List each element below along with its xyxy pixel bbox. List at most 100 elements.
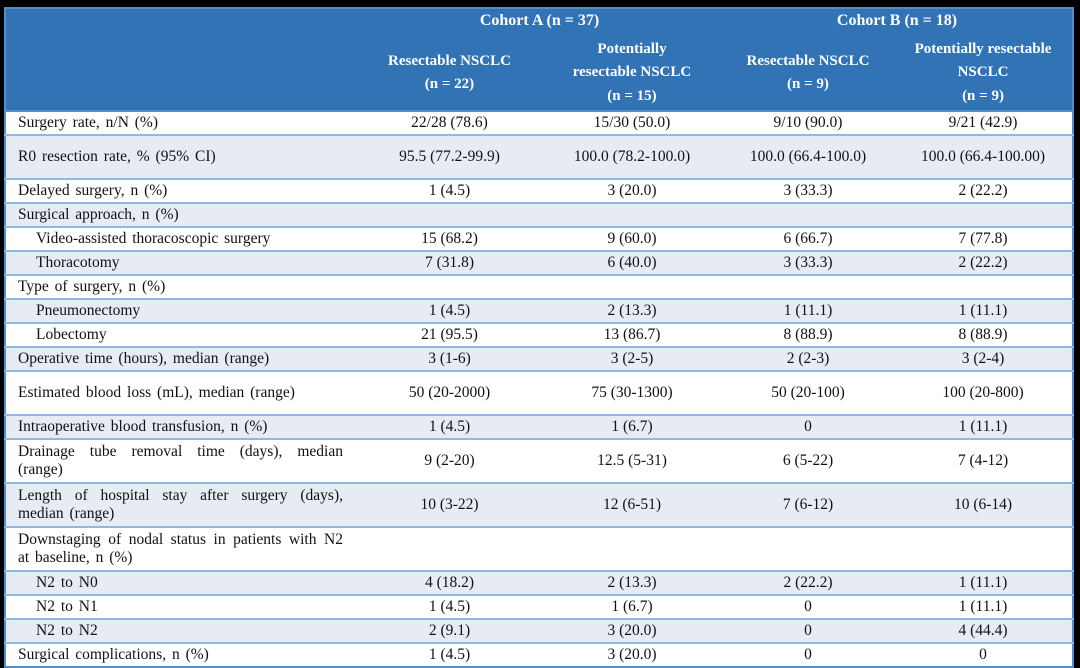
row-label: Surgical approach, n (%) xyxy=(5,202,357,227)
row-label: Thoracotomy xyxy=(5,250,357,275)
cell-value xyxy=(894,202,1074,227)
surgical-outcomes-table: Cohort A (n = 37) Cohort B (n = 18) Rese… xyxy=(4,7,1075,668)
surgical-outcomes-table-frame: Cohort A (n = 37) Cohort B (n = 18) Rese… xyxy=(4,7,1075,668)
cell-value xyxy=(357,202,542,227)
cell-value: 3 (20.0) xyxy=(542,642,722,667)
cell-value: 1 (4.5) xyxy=(357,298,542,323)
cell-value: 0 xyxy=(722,594,894,619)
subgroup-line: (n = 15) xyxy=(607,87,657,104)
cell-value: 3 (20.0) xyxy=(542,178,722,203)
table-header: Cohort A (n = 37) Cohort B (n = 18) Rese… xyxy=(5,8,1074,111)
cell-value: 9/10 (90.0) xyxy=(722,110,894,135)
cohort-b-header: Cohort B (n = 18) xyxy=(722,8,1074,36)
subgroup-line: NSCLC xyxy=(957,64,1009,81)
cell-value: 50 (20-100) xyxy=(722,370,894,415)
cell-value xyxy=(542,274,722,299)
cell-value: 3 (2-5) xyxy=(542,346,722,371)
cell-value: 2 (13.3) xyxy=(542,298,722,323)
row-label: Operative time (hours), median (range) xyxy=(5,346,357,371)
cell-value: 0 xyxy=(894,642,1074,667)
table-row-intraoperative-transfusion: Intraoperative blood transfusion, n (%) … xyxy=(5,414,1074,439)
subgroup-line: resectable NSCLC xyxy=(572,64,692,81)
cell-value: 7 (4-12) xyxy=(894,438,1074,483)
cell-value: 100.0 (66.4-100.0) xyxy=(722,134,894,179)
row-label: Intraoperative blood transfusion, n (%) xyxy=(5,414,357,439)
cell-value: 9/21 (42.9) xyxy=(894,110,1074,135)
cell-value: 0 xyxy=(722,618,894,643)
row-label: N2 to N1 xyxy=(5,594,357,619)
cell-value: 1 (11.1) xyxy=(894,414,1074,439)
header-stub xyxy=(5,36,357,111)
cell-value: 2 (22.2) xyxy=(894,250,1074,275)
cell-value xyxy=(542,526,722,571)
cell-value: 3 (33.3) xyxy=(722,250,894,275)
subgroup-header-resectable-b: Resectable NSCLC (n = 9) xyxy=(722,36,894,111)
cell-value: 0 xyxy=(722,642,894,667)
cell-value: 50 (20-2000) xyxy=(357,370,542,415)
row-label: N2 to N0 xyxy=(5,570,357,595)
cell-value: 8 (88.9) xyxy=(894,322,1074,347)
table-row-r0-resection-rate: R0 resection rate, % (95% CI) 95.5 (77.2… xyxy=(5,134,1074,179)
cell-value xyxy=(357,274,542,299)
cell-value: 12.5 (5-31) xyxy=(542,438,722,483)
cell-value: 6 (66.7) xyxy=(722,226,894,251)
table-row-vats: Video-assisted thoracoscopic surgery 15 … xyxy=(5,226,1074,251)
row-label: Delayed surgery, n (%) xyxy=(5,178,357,203)
cohort-header-row: Cohort A (n = 37) Cohort B (n = 18) xyxy=(5,8,1074,36)
table-row-type-of-surgery-section: Type of surgery, n (%) xyxy=(5,274,1074,299)
cell-value: 1 (11.1) xyxy=(722,298,894,323)
row-label: Drainage tube removal time (days), media… xyxy=(5,438,357,483)
row-label: R0 resection rate, % (95% CI) xyxy=(5,134,357,179)
table-row-n2-to-n0: N2 to N0 4 (18.2) 2 (13.3) 2 (22.2) 1 (1… xyxy=(5,570,1074,595)
table-row-n2-to-n2: N2 to N2 2 (9.1) 3 (20.0) 0 4 (44.4) xyxy=(5,618,1074,643)
subgroup-header-row: Resectable NSCLC (n = 22) Potentially re… xyxy=(5,36,1074,111)
subgroup-line: Resectable NSCLC xyxy=(388,52,511,69)
cell-value: 6 (40.0) xyxy=(542,250,722,275)
cell-value: 1 (6.7) xyxy=(542,414,722,439)
cell-value xyxy=(542,202,722,227)
cell-value: 7 (77.8) xyxy=(894,226,1074,251)
table-row-pneumonectomy: Pneumonectomy 1 (4.5) 2 (13.3) 1 (11.1) … xyxy=(5,298,1074,323)
cell-value xyxy=(722,274,894,299)
row-label: N2 to N2 xyxy=(5,618,357,643)
cell-value xyxy=(894,274,1074,299)
cell-value: 6 (5-22) xyxy=(722,438,894,483)
cell-value: 1 (4.5) xyxy=(357,594,542,619)
row-label: Video-assisted thoracoscopic surgery xyxy=(5,226,357,251)
cell-value: 4 (18.2) xyxy=(357,570,542,595)
cell-value: 95.5 (77.2-99.9) xyxy=(357,134,542,179)
cell-value xyxy=(894,526,1074,571)
cell-value: 1 (4.5) xyxy=(357,178,542,203)
cell-value: 1 (11.1) xyxy=(894,570,1074,595)
cell-value: 1 (4.5) xyxy=(357,414,542,439)
cell-value: 2 (9.1) xyxy=(357,618,542,643)
cell-value: 10 (6-14) xyxy=(894,482,1074,527)
subgroup-line: (n = 9) xyxy=(787,76,829,92)
cell-value: 1 (4.5) xyxy=(357,642,542,667)
table-row-surgical-approach-section: Surgical approach, n (%) xyxy=(5,202,1074,227)
cell-value: 2 (13.3) xyxy=(542,570,722,595)
table-row-drainage-tube-removal: Drainage tube removal time (days), media… xyxy=(5,438,1074,483)
row-label: Type of surgery, n (%) xyxy=(5,274,357,299)
subgroup-line: Resectable NSCLC xyxy=(746,52,870,69)
subgroup-header-potentially-resectable-a: Potentially resectable NSCLC (n = 15) xyxy=(542,36,722,111)
cell-value: 7 (31.8) xyxy=(357,250,542,275)
cell-value xyxy=(722,526,894,571)
row-label: Surgery rate, n/N (%) xyxy=(5,110,357,135)
cell-value: 7 (6-12) xyxy=(722,482,894,527)
cell-value: 4 (44.4) xyxy=(894,618,1074,643)
table-body: Surgery rate, n/N (%) 22/28 (78.6) 15/30… xyxy=(5,110,1074,667)
table-row-lobectomy: Lobectomy 21 (95.5) 13 (86.7) 8 (88.9) 8… xyxy=(5,322,1074,347)
row-label: Downstaging of nodal status in patients … xyxy=(5,526,357,571)
subgroup-header-resectable-a: Resectable NSCLC (n = 22) xyxy=(357,36,542,111)
cell-value: 1 (6.7) xyxy=(542,594,722,619)
cell-value: 9 (2-20) xyxy=(357,438,542,483)
cell-value: 15 (68.2) xyxy=(357,226,542,251)
table-row-hospital-stay: Length of hospital stay after surgery (d… xyxy=(5,482,1074,527)
subgroup-line: (n = 22) xyxy=(424,76,475,92)
cell-value xyxy=(357,526,542,571)
table-row-thoracotomy: Thoracotomy 7 (31.8) 6 (40.0) 3 (33.3) 2… xyxy=(5,250,1074,275)
cell-value: 2 (2-3) xyxy=(722,346,894,371)
cell-value: 0 xyxy=(722,414,894,439)
table-row-surgical-complications: Surgical complications, n (%) 1 (4.5) 3 … xyxy=(5,642,1074,667)
